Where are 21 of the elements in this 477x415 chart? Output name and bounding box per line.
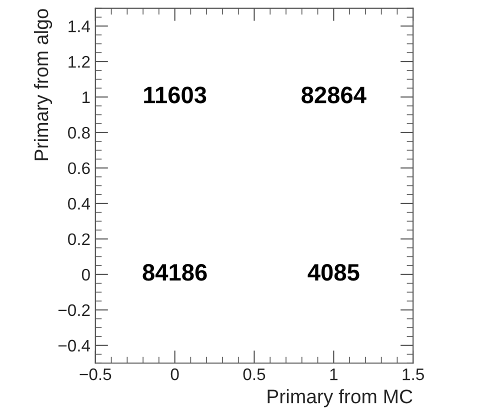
x-tick-label: 0	[170, 368, 179, 380]
y-tick-label: 0	[82, 268, 90, 281]
data-label: 11603	[144, 86, 206, 104]
y-tick-label: 0.6	[68, 162, 90, 174]
x-axis-title: Primary from MC	[268, 389, 412, 408]
y-tick-label: 1.4	[68, 20, 90, 32]
y-tick-label: 0.2	[68, 233, 90, 246]
y-tick-label: 1.2	[68, 56, 90, 68]
y-tick-label: 0.4	[68, 198, 90, 210]
data-label: 84186	[142, 264, 207, 281]
y-axis-title: Primary from algo	[34, 9, 52, 160]
y-tick-label: 0.8	[68, 126, 90, 139]
y-tick-label: −0.2	[58, 304, 90, 316]
data-label: 4085	[308, 264, 360, 281]
x-tick-label: −0.5	[80, 368, 112, 380]
y-tick-label: −0.4	[58, 340, 90, 352]
data-label: 82864	[302, 86, 366, 104]
x-tick-label: 0.5	[243, 368, 266, 380]
y-tick-label: 1	[82, 92, 90, 104]
x-tick-label: 1	[330, 368, 338, 380]
x-tick-label: 1.5	[402, 368, 424, 380]
